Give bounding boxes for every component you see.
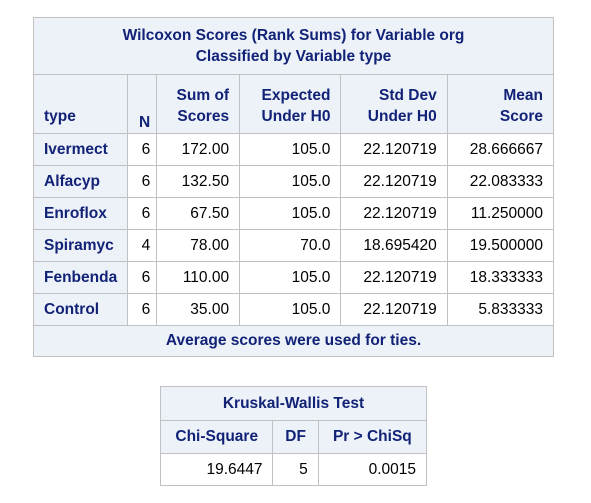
- cell-p-value: 0.0015: [317, 453, 428, 486]
- cell-sum: 132.50: [156, 165, 241, 198]
- kruskal-wallis-title: Kruskal-Wallis Test: [160, 386, 427, 421]
- cell-sum: 110.00: [156, 261, 241, 294]
- wilcoxon-table-title: Wilcoxon Scores (Rank Sums) for Variable…: [33, 17, 554, 75]
- wilcoxon-scores-table: Wilcoxon Scores (Rank Sums) for Variable…: [32, 17, 555, 357]
- cell-n: 6: [127, 165, 158, 198]
- cell-n: 6: [127, 133, 158, 166]
- table-row: Fenbenda 6 110.00 105.0 22.120719 18.333…: [32, 261, 555, 294]
- cell-n: 4: [127, 229, 158, 262]
- cell-mean: 22.083333: [446, 165, 555, 198]
- table-footnote: Average scores were used for ties.: [33, 325, 554, 357]
- cell-expected: 105.0: [239, 293, 342, 326]
- cell-mean: 19.500000: [446, 229, 555, 262]
- column-header-std-dev: Std Dev Under H0: [340, 74, 448, 134]
- cell-expected: 70.0: [239, 229, 342, 262]
- cell-stddev: 22.120719: [340, 133, 448, 166]
- cell-sum: 67.50: [156, 197, 241, 230]
- cell-n: 6: [127, 197, 158, 230]
- column-header-n: N: [127, 74, 158, 134]
- row-label: Fenbenda: [32, 261, 129, 294]
- cell-stddev: 22.120719: [340, 261, 448, 294]
- cell-sum: 78.00: [156, 229, 241, 262]
- cell-mean: 11.250000: [446, 197, 555, 230]
- cell-sum: 35.00: [156, 293, 241, 326]
- cell-stddev: 22.120719: [340, 293, 448, 326]
- cell-chi-square: 19.6447: [159, 453, 274, 486]
- cell-stddev: 18.695420: [340, 229, 448, 262]
- table-row: Enroflox 6 67.50 105.0 22.120719 11.2500…: [32, 197, 555, 230]
- wilcoxon-title-line1: Wilcoxon Scores (Rank Sums) for Variable…: [122, 27, 465, 44]
- table-row: Ivermect 6 172.00 105.0 22.120719 28.666…: [32, 133, 555, 166]
- cell-mean: 28.666667: [446, 133, 555, 166]
- row-label: Enroflox: [32, 197, 129, 230]
- column-header-mean-score: Mean Score: [446, 74, 555, 134]
- cell-n: 6: [127, 261, 158, 294]
- table-row: Alfacyp 6 132.50 105.0 22.120719 22.0833…: [32, 165, 555, 198]
- column-header-chi-square: Chi-Square: [159, 420, 274, 454]
- cell-mean: 18.333333: [446, 261, 555, 294]
- row-label: Ivermect: [32, 133, 129, 166]
- cell-expected: 105.0: [239, 133, 342, 166]
- cell-expected: 105.0: [239, 261, 342, 294]
- column-header-sum-of-scores: Sum of Scores: [156, 74, 241, 134]
- column-header-type: type: [32, 74, 129, 134]
- cell-expected: 105.0: [239, 165, 342, 198]
- column-header-df: DF: [272, 420, 319, 454]
- cell-n: 6: [127, 293, 158, 326]
- table-row: Control 6 35.00 105.0 22.120719 5.833333: [32, 293, 555, 326]
- table-row: 19.6447 5 0.0015: [159, 453, 428, 486]
- cell-df: 5: [272, 453, 319, 486]
- kruskal-wallis-table: Kruskal-Wallis Test Chi-Square DF Pr > C…: [159, 386, 428, 486]
- column-header-expected: Expected Under H0: [239, 74, 342, 134]
- cell-sum: 172.00: [156, 133, 241, 166]
- row-label: Alfacyp: [32, 165, 129, 198]
- table-row: Spiramyc 4 78.00 70.0 18.695420 19.50000…: [32, 229, 555, 262]
- wilcoxon-title-line2: Classified by Variable type: [195, 48, 392, 65]
- column-header-p-value: Pr > ChiSq: [317, 420, 428, 454]
- row-label: Spiramyc: [32, 229, 129, 262]
- row-label: Control: [32, 293, 129, 326]
- cell-stddev: 22.120719: [340, 165, 448, 198]
- cell-expected: 105.0: [239, 197, 342, 230]
- cell-mean: 5.833333: [446, 293, 555, 326]
- cell-stddev: 22.120719: [340, 197, 448, 230]
